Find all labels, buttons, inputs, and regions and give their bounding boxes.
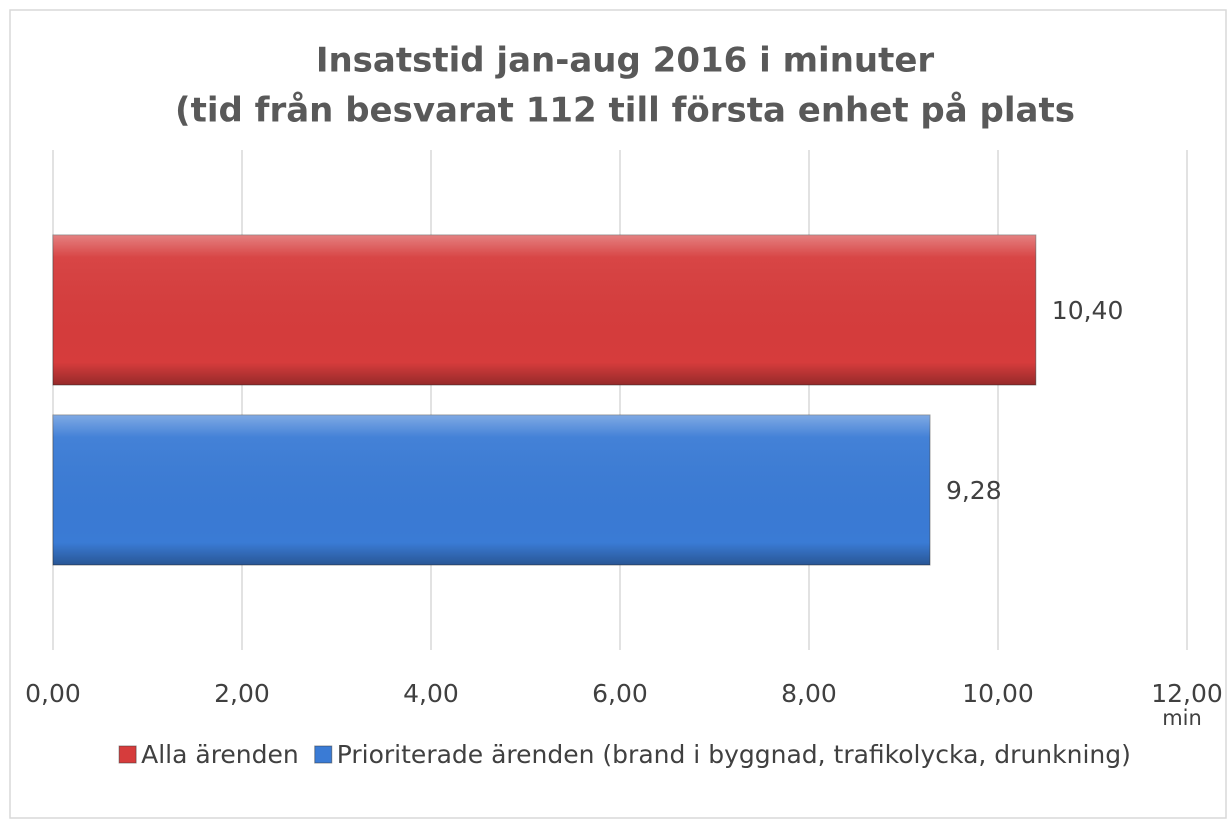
x-tick-label: 0,00: [25, 679, 81, 708]
chart-border: [9, 9, 1227, 819]
x-tick-label: 12,00: [1151, 679, 1223, 708]
x-tick-label: 6,00: [592, 679, 648, 708]
data-label: 10,40: [1052, 296, 1124, 325]
bar-shading: [53, 235, 1036, 385]
x-tick-label: 2,00: [214, 679, 270, 708]
data-label: 9,28: [946, 476, 1002, 505]
legend-label: Prioriterade ärenden (brand i byggnad, t…: [337, 740, 1131, 769]
chart-title: (tid från besvarat 112 till första enhet…: [175, 91, 1075, 131]
x-tick-label: 10,00: [962, 679, 1034, 708]
legend-label: Alla ärenden: [141, 740, 299, 769]
x-axis-label: min: [1162, 706, 1202, 730]
legend-marker: [314, 745, 333, 764]
bar-shading: [53, 415, 930, 565]
x-tick-label: 8,00: [781, 679, 837, 708]
x-tick-label: 4,00: [403, 679, 459, 708]
legend-marker: [118, 745, 137, 764]
chart-title: Insatstid jan-aug 2016 i minuter: [316, 41, 935, 81]
